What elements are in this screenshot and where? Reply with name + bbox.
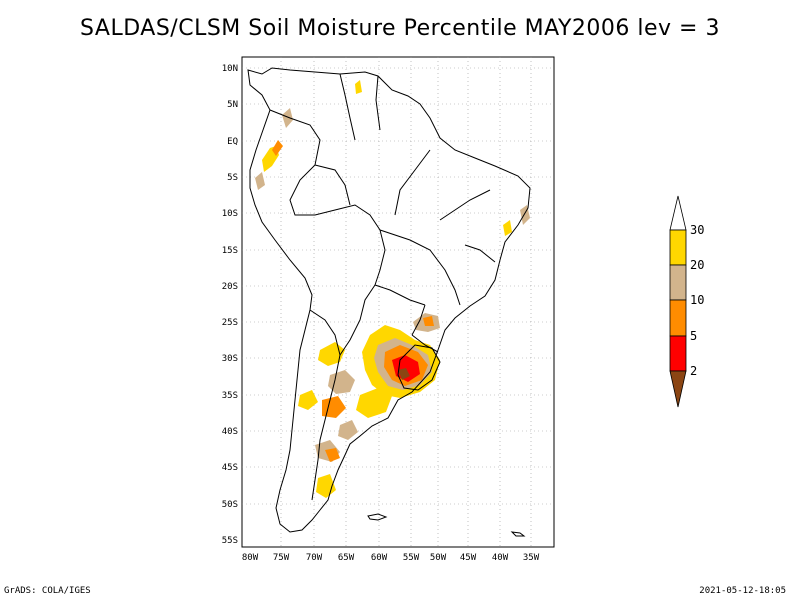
lat-label: 15S [222,246,238,256]
lat-label: 30S [222,354,238,364]
lat-label: 25S [222,318,238,328]
footer-credit: GrADS: COLA/IGES [4,586,91,596]
lat-label: 40S [222,427,238,437]
grid-lines [242,57,554,547]
lon-label: 40W [492,553,509,563]
coastline [247,67,531,537]
lat-label: 55S [222,536,238,546]
lat-label: 10S [222,209,238,219]
lon-label: 80W [242,553,259,563]
colorbar-c20-30 [669,229,687,266]
colorbar-c5-10 [669,299,687,337]
lat-label: 45S [222,463,238,473]
map-frame [241,56,555,548]
colorbar-label: 20 [690,258,704,272]
lat-label: 10N [222,64,238,74]
colorbar-c10-20 [669,264,687,301]
lat-label: 35S [222,391,238,401]
lon-label: 50W [430,553,447,563]
map-title: SALDAS/CLSM Soil Moisture Percentile MAY… [80,16,720,41]
lat-label: 20S [222,282,238,292]
lon-label: 35W [523,553,540,563]
colorbar-label: 30 [690,223,704,237]
colorbar-labels: 30 20 10 5 2 [690,223,704,378]
colorbar-label: 2 [690,364,697,378]
lat-label: EQ [227,137,238,147]
lat-label: 50S [222,500,238,510]
colorbar [669,195,687,408]
colorbar-above30 [669,195,687,231]
axis-labels: 10N 5N EQ 5S 10S 15S 20S 25S 30S 35S 40S… [222,64,540,563]
footer-timestamp: 2021-05-12-18:05 [699,586,786,596]
colorbar-below2 [669,370,687,408]
lon-label: 55W [403,553,420,563]
shaded-regions [255,80,530,498]
lon-label: 65W [338,553,355,563]
colorbar-label: 10 [690,293,704,307]
lon-label: 75W [273,553,290,563]
lat-label: 5N [227,100,238,110]
lon-label: 60W [371,553,388,563]
colorbar-label: 5 [690,329,697,343]
lon-label: 45W [460,553,477,563]
lat-label: 5S [227,173,238,183]
colorbar-c2-5 [669,335,687,372]
lon-label: 70W [306,553,323,563]
